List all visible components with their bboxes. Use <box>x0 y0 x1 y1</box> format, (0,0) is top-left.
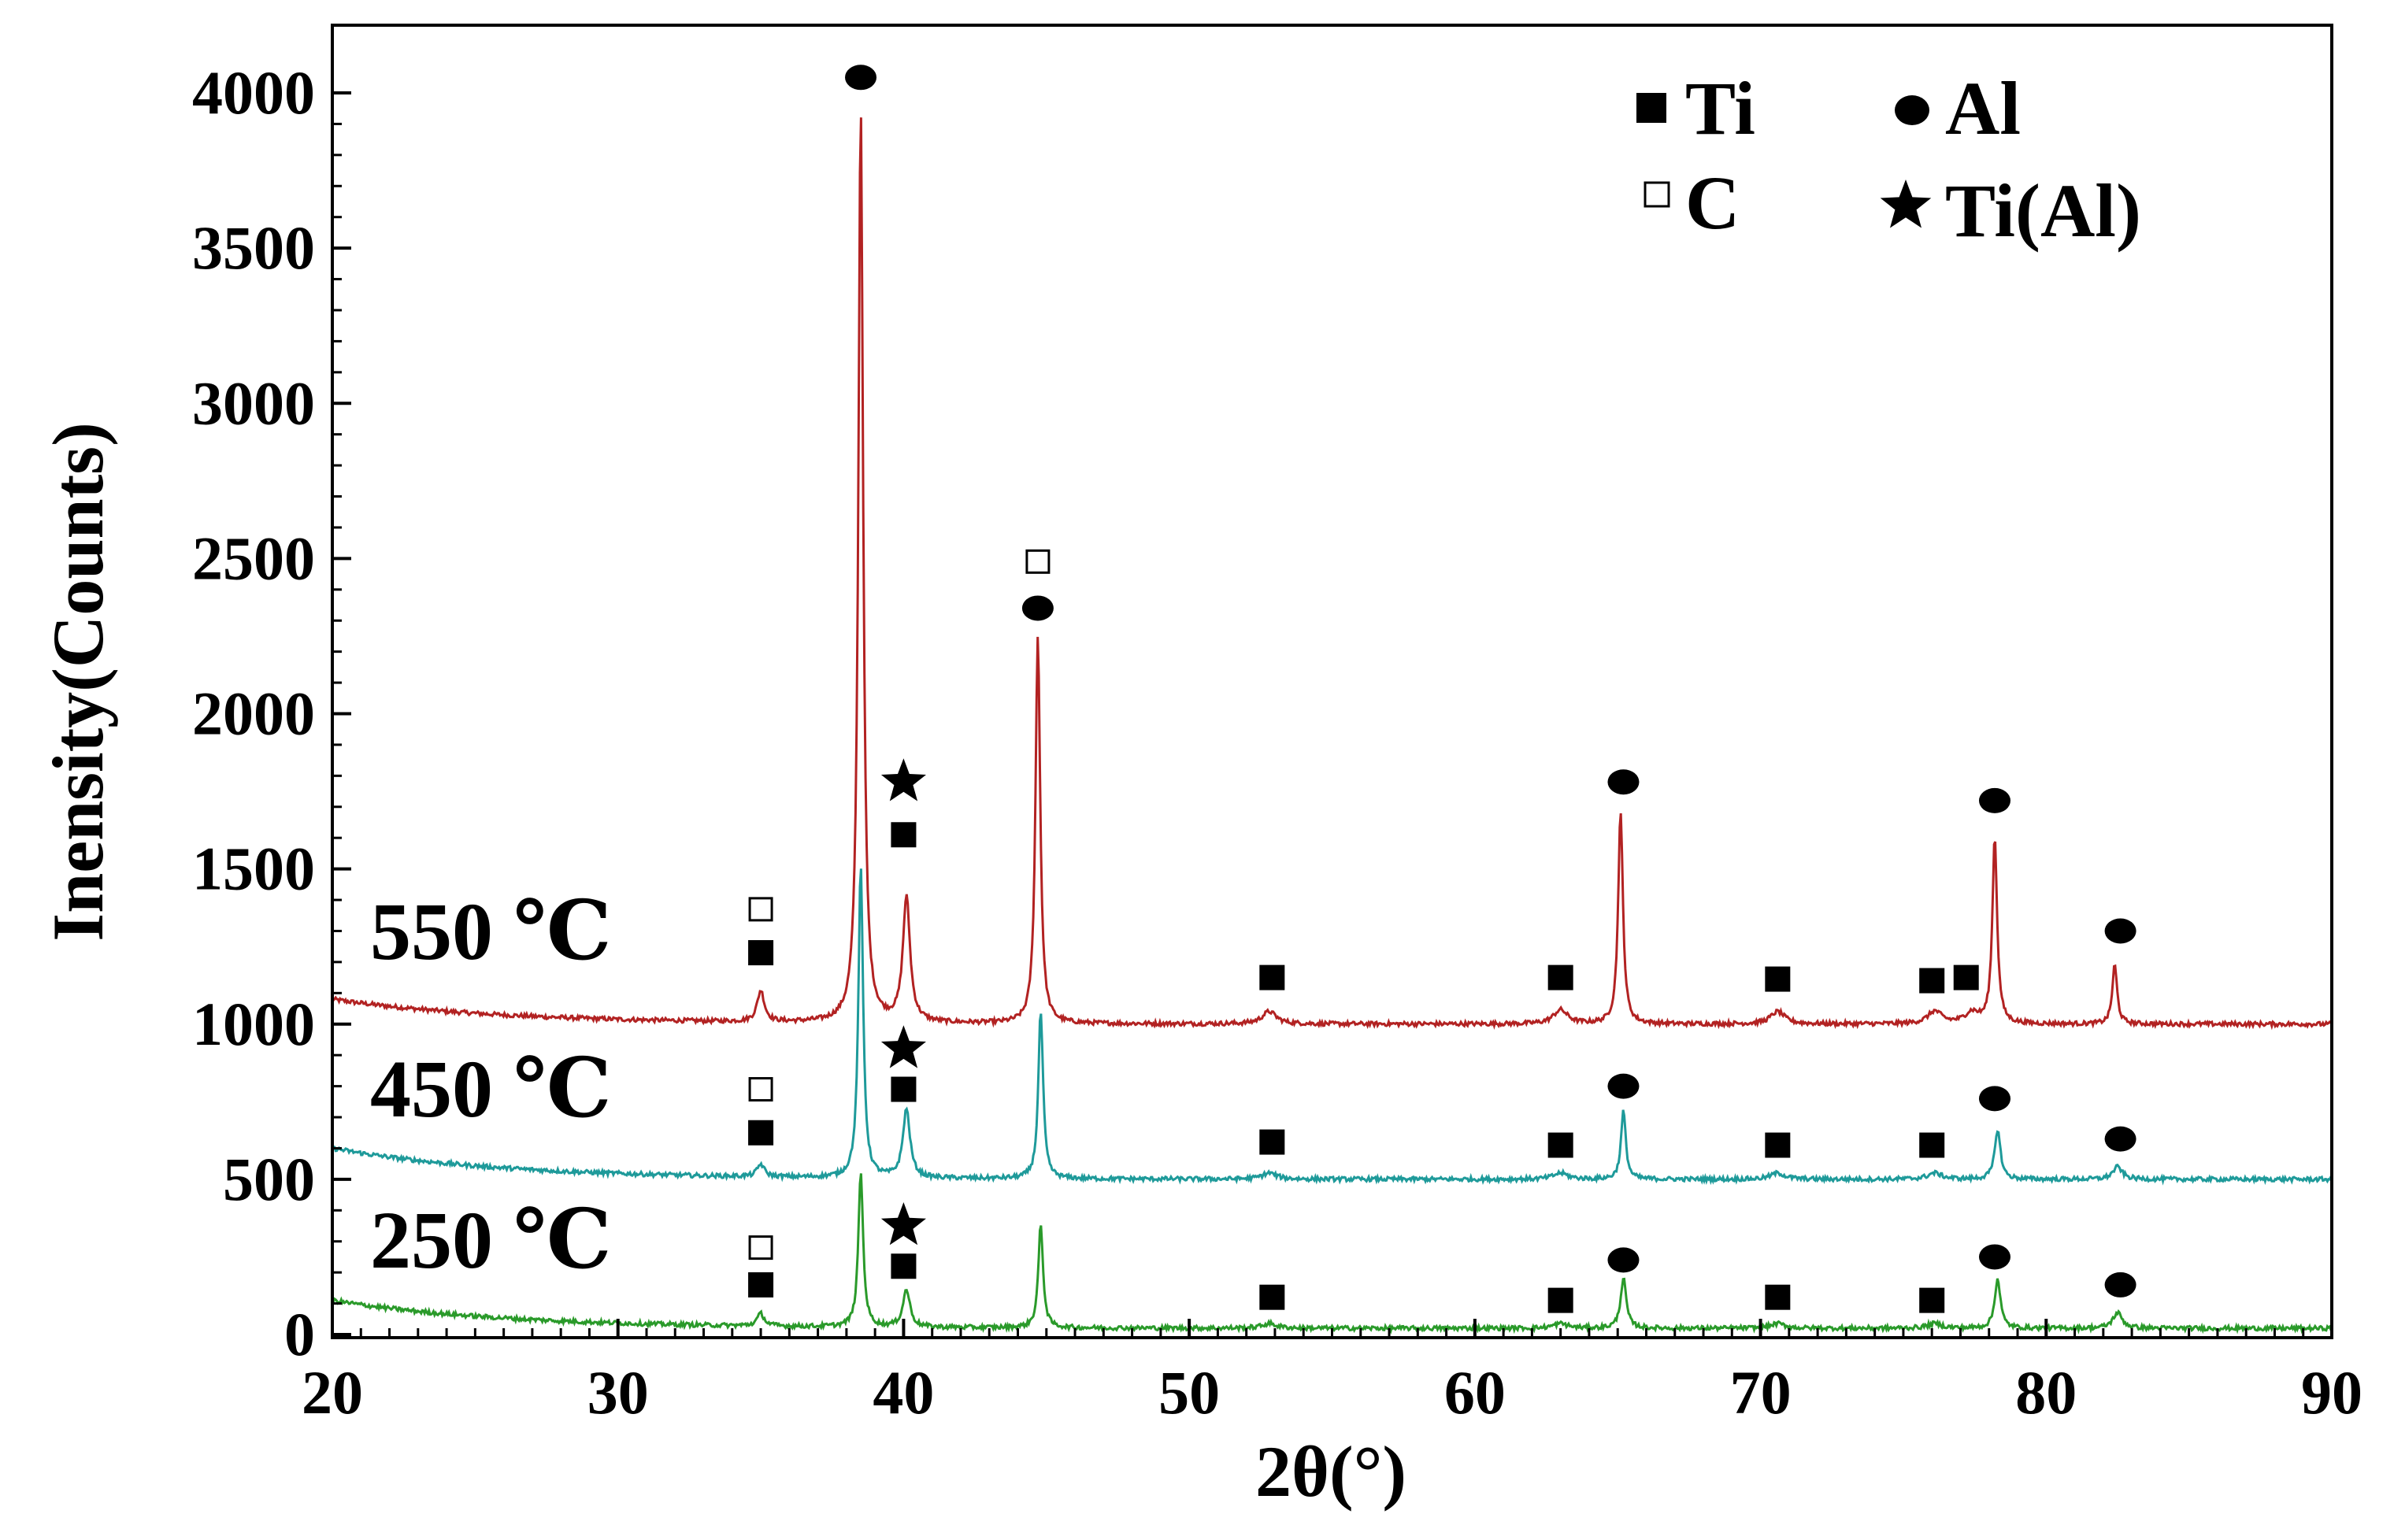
annotation-filled-square-11 <box>1919 968 1945 994</box>
annotation-open-square-5 <box>748 897 773 922</box>
legend-al-label: Al <box>1945 66 2021 150</box>
annotation-star-15 <box>880 1025 926 1068</box>
annotation-open-square-27 <box>748 1235 773 1261</box>
annotation-filled-circle-9 <box>1607 769 1640 795</box>
annotation-filled-circle-32 <box>1607 1247 1640 1273</box>
annotation-filled-square-22 <box>1765 1132 1791 1158</box>
annotation-filled-square-29 <box>748 1272 774 1298</box>
y-tick-label-2000: 2000 <box>192 679 315 748</box>
annotation-filled-square-4 <box>891 822 917 848</box>
annotation-filled-square-6 <box>748 940 774 966</box>
x-tick-label-30: 30 <box>587 1358 649 1427</box>
tick-layer: 20 30 40 50 60 70 80 90 0 500 1000 1500 2000 2500 3000… <box>192 58 2362 1427</box>
annotation-filled-square-8 <box>1547 964 1573 990</box>
annotation-filled-square-31 <box>1547 1287 1573 1313</box>
annotation-filled-square-30 <box>1259 1284 1285 1310</box>
series-line-2 <box>331 1173 2333 1335</box>
x-tick-label-40: 40 <box>873 1358 934 1427</box>
annotation-filled-circle-36 <box>2104 1272 2136 1298</box>
legend-c-label: C <box>1685 161 1740 245</box>
annotation-filled-circle-21 <box>1607 1073 1640 1099</box>
annotation-filled-square-19 <box>1259 1129 1285 1155</box>
legend: Ti Al C Ti(Al) <box>1636 66 2141 253</box>
y-tick-label-3000: 3000 <box>192 368 315 437</box>
y-tick-label-3500: 3500 <box>192 213 315 282</box>
x-axis-title: 2θ(°) <box>1255 1431 1406 1512</box>
annotation-filled-circle-0 <box>845 65 877 91</box>
x-tick-label-50: 50 <box>1158 1358 1220 1427</box>
x-tick-label-80: 80 <box>2015 1358 2077 1427</box>
annotation-star-26 <box>880 1202 926 1246</box>
annotation-filled-square-20 <box>1547 1132 1573 1158</box>
series-line-1 <box>331 868 2333 1186</box>
annotation-filled-circle-24 <box>1978 1086 2010 1112</box>
annotation-layer <box>748 65 2136 1313</box>
series-line-0 <box>331 117 2333 1031</box>
x-tick-label-70: 70 <box>1730 1358 1792 1427</box>
x-tick-label-20: 20 <box>302 1358 363 1427</box>
legend-tial-label: Ti(Al) <box>1945 168 2141 253</box>
annotation-filled-square-7 <box>1259 964 1285 990</box>
y-tick-label-0: 0 <box>284 1300 315 1368</box>
annotation-filled-circle-2 <box>1021 595 1054 621</box>
y-tick-label-2500: 2500 <box>192 524 315 592</box>
y-tick-label-4000: 4000 <box>192 58 315 127</box>
legend-ti-marker <box>1636 93 1666 123</box>
y-tick-label-1500: 1500 <box>192 835 315 903</box>
annotation-filled-square-34 <box>1919 1287 1945 1313</box>
series-layer <box>331 117 2333 1335</box>
legend-al-marker <box>1895 95 1929 125</box>
series-label-250: 250 ℃ <box>370 1195 612 1286</box>
series-label-550: 550 ℃ <box>370 887 612 977</box>
annotation-filled-circle-14 <box>2104 918 2136 944</box>
annotation-filled-square-33 <box>1765 1284 1791 1310</box>
annotation-filled-square-28 <box>891 1253 917 1279</box>
legend-c-marker <box>1644 181 1670 208</box>
annotation-open-square-16 <box>748 1077 773 1102</box>
annotation-open-square-1 <box>1025 549 1051 574</box>
x-tick-label-90: 90 <box>2301 1358 2362 1427</box>
y-tick-label-500: 500 <box>223 1145 315 1213</box>
annotation-filled-square-23 <box>1919 1132 1945 1158</box>
y-axis-title: Inensity(Counts) <box>38 422 118 941</box>
x-tick-label-60: 60 <box>1444 1358 1506 1427</box>
annotation-filled-circle-35 <box>1978 1244 2010 1270</box>
annotation-filled-circle-13 <box>1978 787 2010 813</box>
legend-tial-marker <box>1880 180 1932 228</box>
annotation-star-3 <box>880 758 926 801</box>
annotation-filled-square-10 <box>1765 966 1791 992</box>
annotation-filled-circle-25 <box>2104 1126 2136 1152</box>
annotation-filled-square-17 <box>891 1076 917 1102</box>
annotation-filled-square-18 <box>748 1120 774 1146</box>
series-label-450: 450 ℃ <box>370 1044 612 1135</box>
annotation-filled-square-12 <box>1953 964 1979 990</box>
y-tick-label-1000: 1000 <box>192 990 315 1058</box>
legend-ti-label: Ti <box>1685 66 1755 150</box>
